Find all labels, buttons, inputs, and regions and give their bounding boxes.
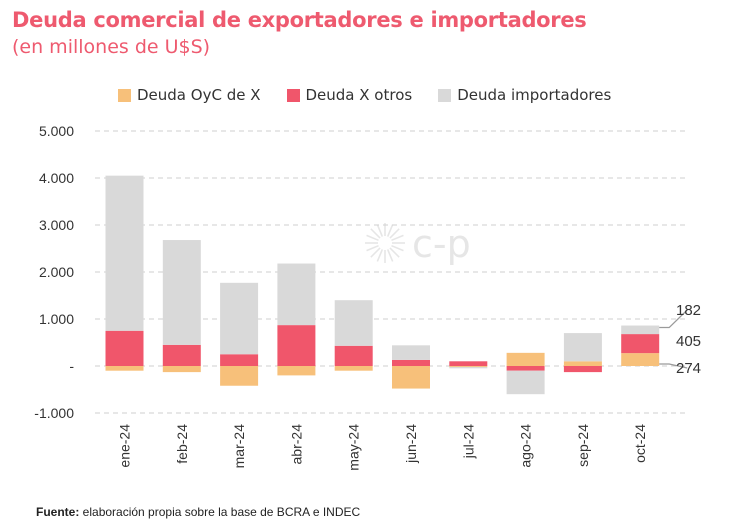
watermark-ray	[370, 247, 381, 258]
bar-chart: c-p 5.000 4.000 3.000 2.000 1.000 - -1.000 ene…	[34, 123, 701, 471]
watermark-ray	[386, 249, 394, 262]
bar-segment	[621, 353, 660, 366]
bar-segment	[277, 366, 316, 376]
watermark-ray	[376, 249, 384, 262]
watermark-sun-icon	[365, 223, 405, 263]
y-tick-label: 2.000	[39, 264, 74, 280]
x-tick-label: oct-24	[632, 424, 648, 463]
legend-item-oyc: Deuda OyC de X	[118, 86, 261, 104]
legend-swatch-otros	[286, 88, 300, 102]
chart-title: Deuda comercial de exportadores e import…	[12, 8, 587, 32]
bar-segment	[162, 366, 201, 373]
watermark-ray	[386, 224, 394, 237]
bar-segment	[334, 366, 373, 371]
legend-label-importadores: Deuda importadores	[457, 86, 612, 104]
bar-segment	[220, 366, 259, 386]
bar-segment	[277, 325, 316, 366]
legend-label-oyc: Deuda OyC de X	[137, 86, 261, 104]
bar-segment	[621, 325, 660, 335]
source-text: elaboración propia sobre la base de BCRA…	[79, 505, 361, 519]
x-tick-label: jul-24	[460, 424, 476, 459]
bar-segment	[220, 282, 259, 355]
bar-segment	[392, 345, 430, 360]
annotation-leader	[659, 309, 688, 329]
watermark-ray	[366, 244, 379, 252]
x-tick-label: may-24	[346, 424, 362, 471]
bar-segment	[105, 366, 144, 371]
bar-segment	[563, 366, 602, 373]
y-axis: 5.000 4.000 3.000 2.000 1.000 - -1.000	[34, 123, 74, 421]
data-label: 274	[676, 360, 701, 377]
bar-segment	[162, 240, 201, 345]
data-label: 405	[676, 333, 701, 350]
annotation-leader	[659, 363, 688, 369]
watermark-ray	[389, 247, 400, 258]
x-tick-label: feb-24	[174, 424, 190, 464]
watermark-text: c-p	[412, 222, 471, 266]
x-tick-label: ene-24	[117, 424, 133, 468]
legend-item-otros: Deuda X otros	[286, 86, 413, 104]
legend-swatch-importadores	[438, 88, 452, 102]
watermark-ray	[391, 244, 404, 252]
y-tick-label: 5.000	[39, 123, 74, 139]
bar-segment	[392, 366, 430, 389]
watermark-ray	[370, 228, 381, 239]
bar-segment	[162, 344, 201, 366]
x-tick-label: abr-24	[288, 424, 304, 465]
data-label: 182	[676, 302, 701, 319]
source-note: Fuente: elaboración propia sobre la base…	[36, 505, 360, 519]
bar-segment	[563, 361, 602, 366]
bar-segment	[621, 334, 660, 354]
x-tick-label: mar-24	[231, 424, 247, 469]
watermark-ray	[391, 234, 404, 242]
bar-segment	[105, 330, 144, 366]
bar-segment	[449, 366, 488, 369]
watermark-ray	[376, 224, 384, 237]
bar-segment	[506, 366, 545, 371]
bar-segment	[105, 175, 144, 331]
legend-item-importadores: Deuda importadores	[438, 86, 611, 104]
bar-segment	[334, 345, 373, 366]
y-tick-label: 1.000	[39, 311, 74, 327]
bar-segment	[506, 370, 545, 395]
watermark-ray	[366, 234, 379, 242]
y-tick-label: -	[69, 358, 74, 374]
bar-segment	[563, 333, 602, 362]
legend-swatch-oyc	[118, 88, 131, 102]
bar-segment	[220, 354, 259, 366]
annotations: 182 405 274	[659, 302, 701, 377]
x-tick-label: ago-24	[518, 424, 534, 468]
y-tick-label: 4.000	[39, 170, 74, 186]
x-axis: ene-24 feb-24 mar-24 abr-24 may-24 jun-24 jul-…	[117, 424, 649, 471]
x-tick-label: sep-24	[575, 424, 591, 467]
bar-segment	[334, 300, 373, 346]
bar-segment	[392, 359, 430, 366]
source-label: Fuente:	[36, 505, 80, 519]
bar-segment	[449, 366, 488, 367]
y-tick-label: -1.000	[34, 405, 74, 421]
bar-segment	[506, 352, 545, 366]
bar-segment	[449, 361, 488, 366]
watermark-ray	[389, 228, 400, 239]
legend-label-otros: Deuda X otros	[305, 86, 413, 104]
watermark-logo: c-p	[365, 222, 471, 266]
y-tick-label: 3.000	[39, 217, 74, 233]
x-tick-label: jun-24	[403, 424, 419, 464]
bars-layer	[105, 175, 660, 395]
chart-subtitle: (en millones de U$S)	[12, 36, 211, 58]
legend: Deuda OyC de X Deuda X otros Deuda impor…	[118, 86, 637, 104]
bar-segment	[277, 263, 316, 326]
